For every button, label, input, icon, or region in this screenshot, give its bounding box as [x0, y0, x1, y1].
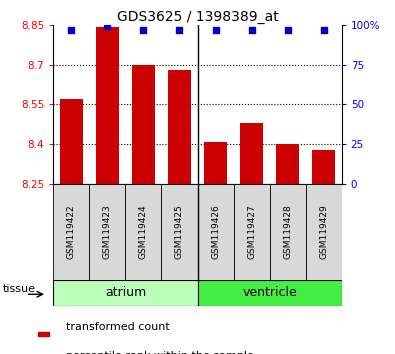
Bar — [38, 332, 49, 336]
Bar — [312, 149, 335, 184]
FancyBboxPatch shape — [198, 184, 233, 280]
FancyBboxPatch shape — [53, 184, 89, 280]
FancyBboxPatch shape — [233, 184, 270, 280]
Text: GSM119428: GSM119428 — [283, 205, 292, 259]
Bar — [60, 99, 83, 184]
FancyBboxPatch shape — [89, 184, 126, 280]
Text: atrium: atrium — [105, 286, 146, 299]
Text: GSM119427: GSM119427 — [247, 205, 256, 259]
Bar — [53, 280, 198, 306]
Text: GSM119429: GSM119429 — [319, 205, 328, 259]
Bar — [204, 142, 227, 184]
Text: percentile rank within the sample: percentile rank within the sample — [66, 351, 254, 354]
Bar — [96, 27, 119, 184]
Bar — [240, 123, 263, 184]
FancyBboxPatch shape — [306, 184, 342, 280]
Text: GSM119425: GSM119425 — [175, 205, 184, 259]
Text: transformed count: transformed count — [66, 322, 170, 332]
Text: GSM119422: GSM119422 — [67, 205, 76, 259]
Text: ventricle: ventricle — [242, 286, 297, 299]
FancyBboxPatch shape — [126, 184, 162, 280]
Bar — [168, 70, 191, 184]
Text: tissue: tissue — [3, 284, 36, 294]
Text: GSM119424: GSM119424 — [139, 205, 148, 259]
Bar — [276, 144, 299, 184]
Text: GSM119423: GSM119423 — [103, 205, 112, 259]
Title: GDS3625 / 1398389_at: GDS3625 / 1398389_at — [117, 10, 278, 24]
Bar — [132, 64, 155, 184]
Text: GSM119426: GSM119426 — [211, 205, 220, 259]
Bar — [198, 280, 342, 306]
FancyBboxPatch shape — [162, 184, 198, 280]
FancyBboxPatch shape — [270, 184, 306, 280]
